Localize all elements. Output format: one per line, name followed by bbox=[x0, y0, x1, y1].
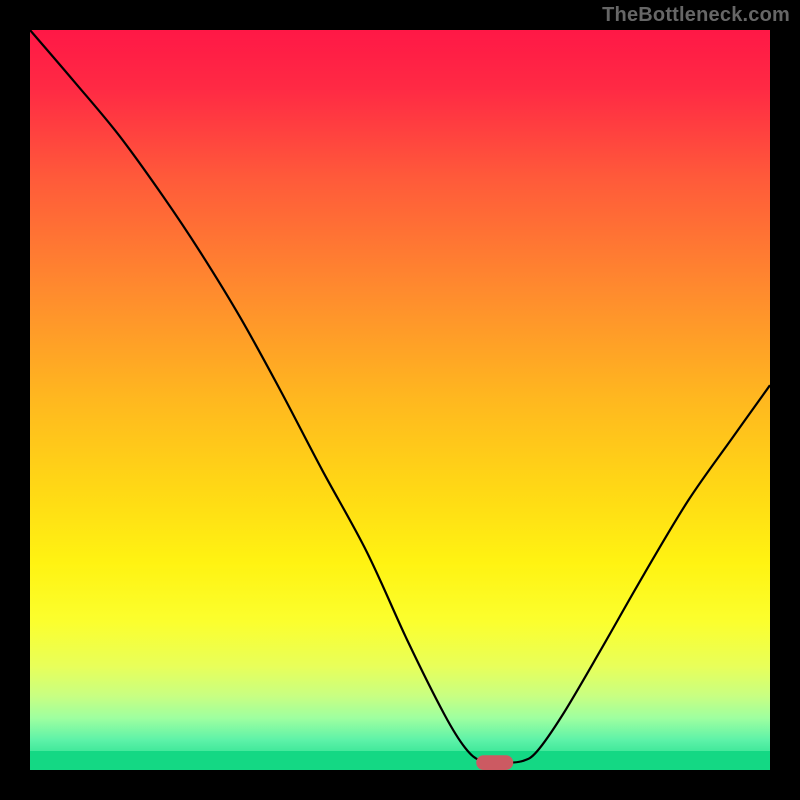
curve-layer bbox=[30, 30, 770, 770]
plot-area bbox=[30, 30, 770, 770]
optimum-marker bbox=[476, 755, 513, 770]
watermark-text: TheBottleneck.com bbox=[602, 4, 790, 27]
chart-root: TheBottleneck.com bbox=[0, 0, 800, 800]
bottleneck-curve bbox=[30, 30, 770, 763]
